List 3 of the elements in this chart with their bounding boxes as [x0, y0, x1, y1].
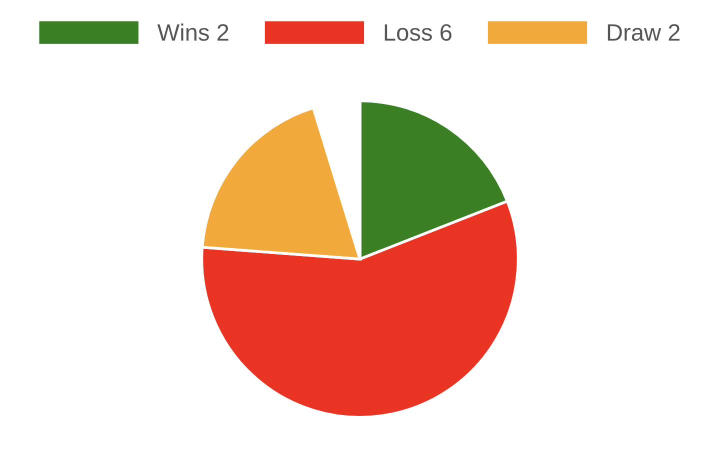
legend-label: Wins 2 [157, 24, 228, 41]
legend-label: Draw 2 [608, 24, 680, 41]
legend-label: Loss 6 [384, 24, 452, 41]
